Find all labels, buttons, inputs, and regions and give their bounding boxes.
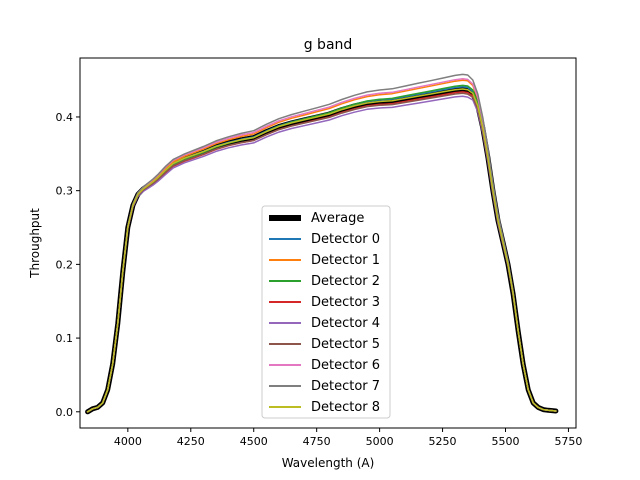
legend-label: Detector 0: [311, 232, 380, 247]
chart-title: g band: [304, 37, 353, 53]
plot-frame: [79, 57, 577, 429]
y-tick-label: 0.1: [56, 332, 74, 345]
legend-label: Average: [311, 211, 364, 226]
y-tick-label: 0.2: [56, 258, 74, 271]
x-tick-label: 5000: [366, 435, 394, 448]
legend: Average Detector 0 Detector 1 Detector 2 Det…: [261, 205, 391, 419]
legend-label: Detector 5: [311, 337, 380, 352]
y-axis-ticks: 0.0 0.1 0.2 0.3 0.4: [56, 111, 80, 419]
y-tick-label: 0.3: [56, 185, 74, 198]
x-tick-label: 5750: [554, 435, 582, 448]
x-tick-label: 5250: [429, 435, 457, 448]
x-tick-label: 4500: [240, 435, 268, 448]
x-axis-ticks: 4000 4250 4500 4750 5000 5250 5500 5750: [114, 428, 582, 448]
x-tick-label: 4250: [177, 435, 205, 448]
y-tick-label: 0.4: [56, 111, 74, 124]
x-tick-label: 4750: [303, 435, 331, 448]
y-tick-label: 0.0: [56, 406, 74, 419]
legend-label: Detector 6: [311, 358, 380, 373]
x-axis-label: Wavelength (A): [282, 456, 375, 470]
series-lines: [85, 73, 559, 415]
x-tick-label: 5500: [492, 435, 520, 448]
legend-label: Detector 2: [311, 274, 380, 289]
legend-label: Detector 7: [311, 379, 380, 394]
x-tick-label: 4000: [114, 435, 142, 448]
legend-label: Detector 1: [311, 253, 380, 268]
legend-label: Detector 8: [311, 400, 380, 415]
series-line-detector-8: [86, 88, 557, 413]
y-axis-label: Throughput: [28, 208, 42, 279]
legend-label: Detector 3: [311, 295, 380, 310]
legend-label: Detector 4: [311, 316, 380, 331]
